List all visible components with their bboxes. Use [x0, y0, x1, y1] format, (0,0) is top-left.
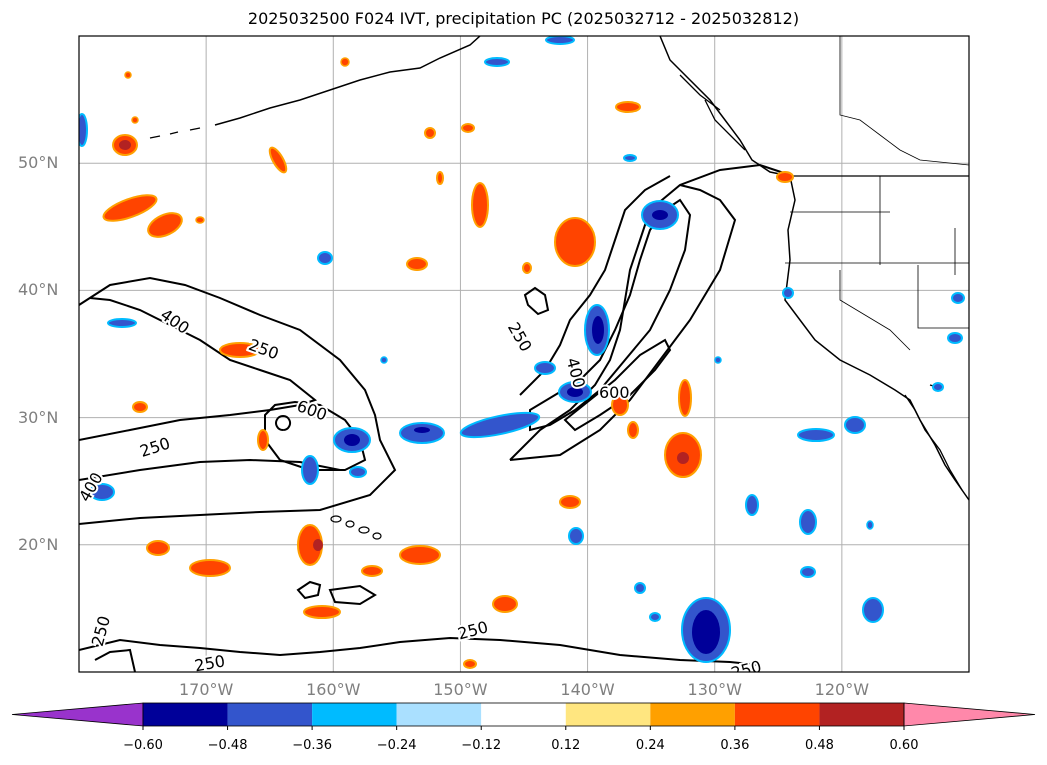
longitude-tick-label: 160°W — [306, 680, 361, 699]
precipitation-pc-shading — [79, 36, 965, 669]
ivt-contour-small-3 — [523, 286, 550, 316]
colorbar-tick-label: 0.12 — [551, 738, 581, 753]
latitude-tick-label: 50°N — [18, 153, 59, 173]
hawaiian-islands — [330, 515, 382, 540]
ivt-contours — [79, 163, 791, 672]
ivt-contour-small — [296, 580, 322, 600]
alaska-coastline — [214, 36, 481, 126]
colorbar-segment — [565, 703, 651, 726]
ivt-contour-label: 250 — [246, 335, 281, 363]
ivt-contour-250-river-outer — [519, 175, 671, 396]
ivt-contour-250-east — [509, 184, 737, 461]
colorbar-tick-label: 0.60 — [889, 738, 919, 753]
colorbar-segment — [734, 703, 820, 726]
baja-coast — [904, 384, 963, 491]
aleutian-islands — [149, 127, 201, 139]
colorbar-tick-label: 0.48 — [804, 738, 834, 753]
ivt-contour-600-inner — [275, 415, 292, 431]
colorbar-extend-max — [903, 702, 1036, 727]
latitude-tick-label: 30°N — [18, 407, 59, 427]
ivt-contour-label: 250 — [504, 319, 536, 355]
ivt-contour-label: 600 — [294, 396, 329, 424]
map-title: 2025032500 F024 IVT, precipitation PC (2… — [247, 9, 800, 28]
longitude-tick-label: 130°W — [687, 680, 742, 699]
ivt-contour-400-west — [79, 297, 318, 441]
us-state-borders — [785, 176, 969, 351]
ivt-contour-label: 600 — [599, 383, 630, 402]
longitude-tick-label: 140°W — [560, 680, 615, 699]
ivt-contour-label: 250 — [729, 657, 763, 683]
colorbar-extend-min — [11, 702, 144, 727]
colorbar-segment — [227, 703, 313, 726]
ivt-contour-250-river — [509, 163, 791, 461]
ivt-contour-400-lower — [79, 458, 341, 481]
ivt-contour-label: 250 — [138, 433, 173, 461]
colorbar-segment — [481, 703, 566, 726]
colorbar-tick-label: −0.48 — [207, 738, 248, 753]
colorbar-tick-label: −0.12 — [461, 738, 502, 753]
colorbar-tick-label: 0.24 — [635, 738, 665, 753]
ivt-contour-small-2 — [328, 584, 377, 606]
colorbar-segment — [819, 703, 904, 726]
colorbar-segment — [396, 703, 482, 726]
map-frame — [78, 35, 970, 673]
longitude-tick-label: 170°W — [178, 680, 234, 699]
colorbar-tick-label: −0.60 — [123, 738, 163, 753]
colorbar-outline — [142, 702, 905, 727]
colorbar-segment — [143, 703, 228, 726]
ivt-contour-250-sw — [94, 648, 136, 672]
colorbar-tick-label: −0.24 — [376, 738, 417, 753]
colorbar-tick-label: −0.36 — [292, 738, 333, 753]
latitude-tick-label: 20°N — [18, 534, 59, 554]
alaska-panhandle — [679, 74, 746, 151]
ivt-contour-400-river — [529, 198, 692, 432]
colorbar-tick-label: 0.36 — [720, 738, 750, 753]
colorbar-segment — [650, 703, 735, 726]
longitude-tick-label: 150°W — [433, 680, 488, 699]
longitude-tick-label: 120°W — [814, 680, 870, 699]
colorbar — [11, 702, 1036, 730]
graticule — [79, 36, 969, 672]
alaska-canada-border — [839, 36, 969, 166]
ivt-contour-250-south — [79, 636, 761, 666]
ivt-contour-250-west — [79, 276, 397, 525]
ivt-contour-600-river — [563, 338, 672, 432]
colorbar-segment — [312, 703, 397, 726]
ivt-contour-label: 250 — [193, 651, 226, 675]
latitude-tick-label: 40°N — [18, 280, 59, 300]
